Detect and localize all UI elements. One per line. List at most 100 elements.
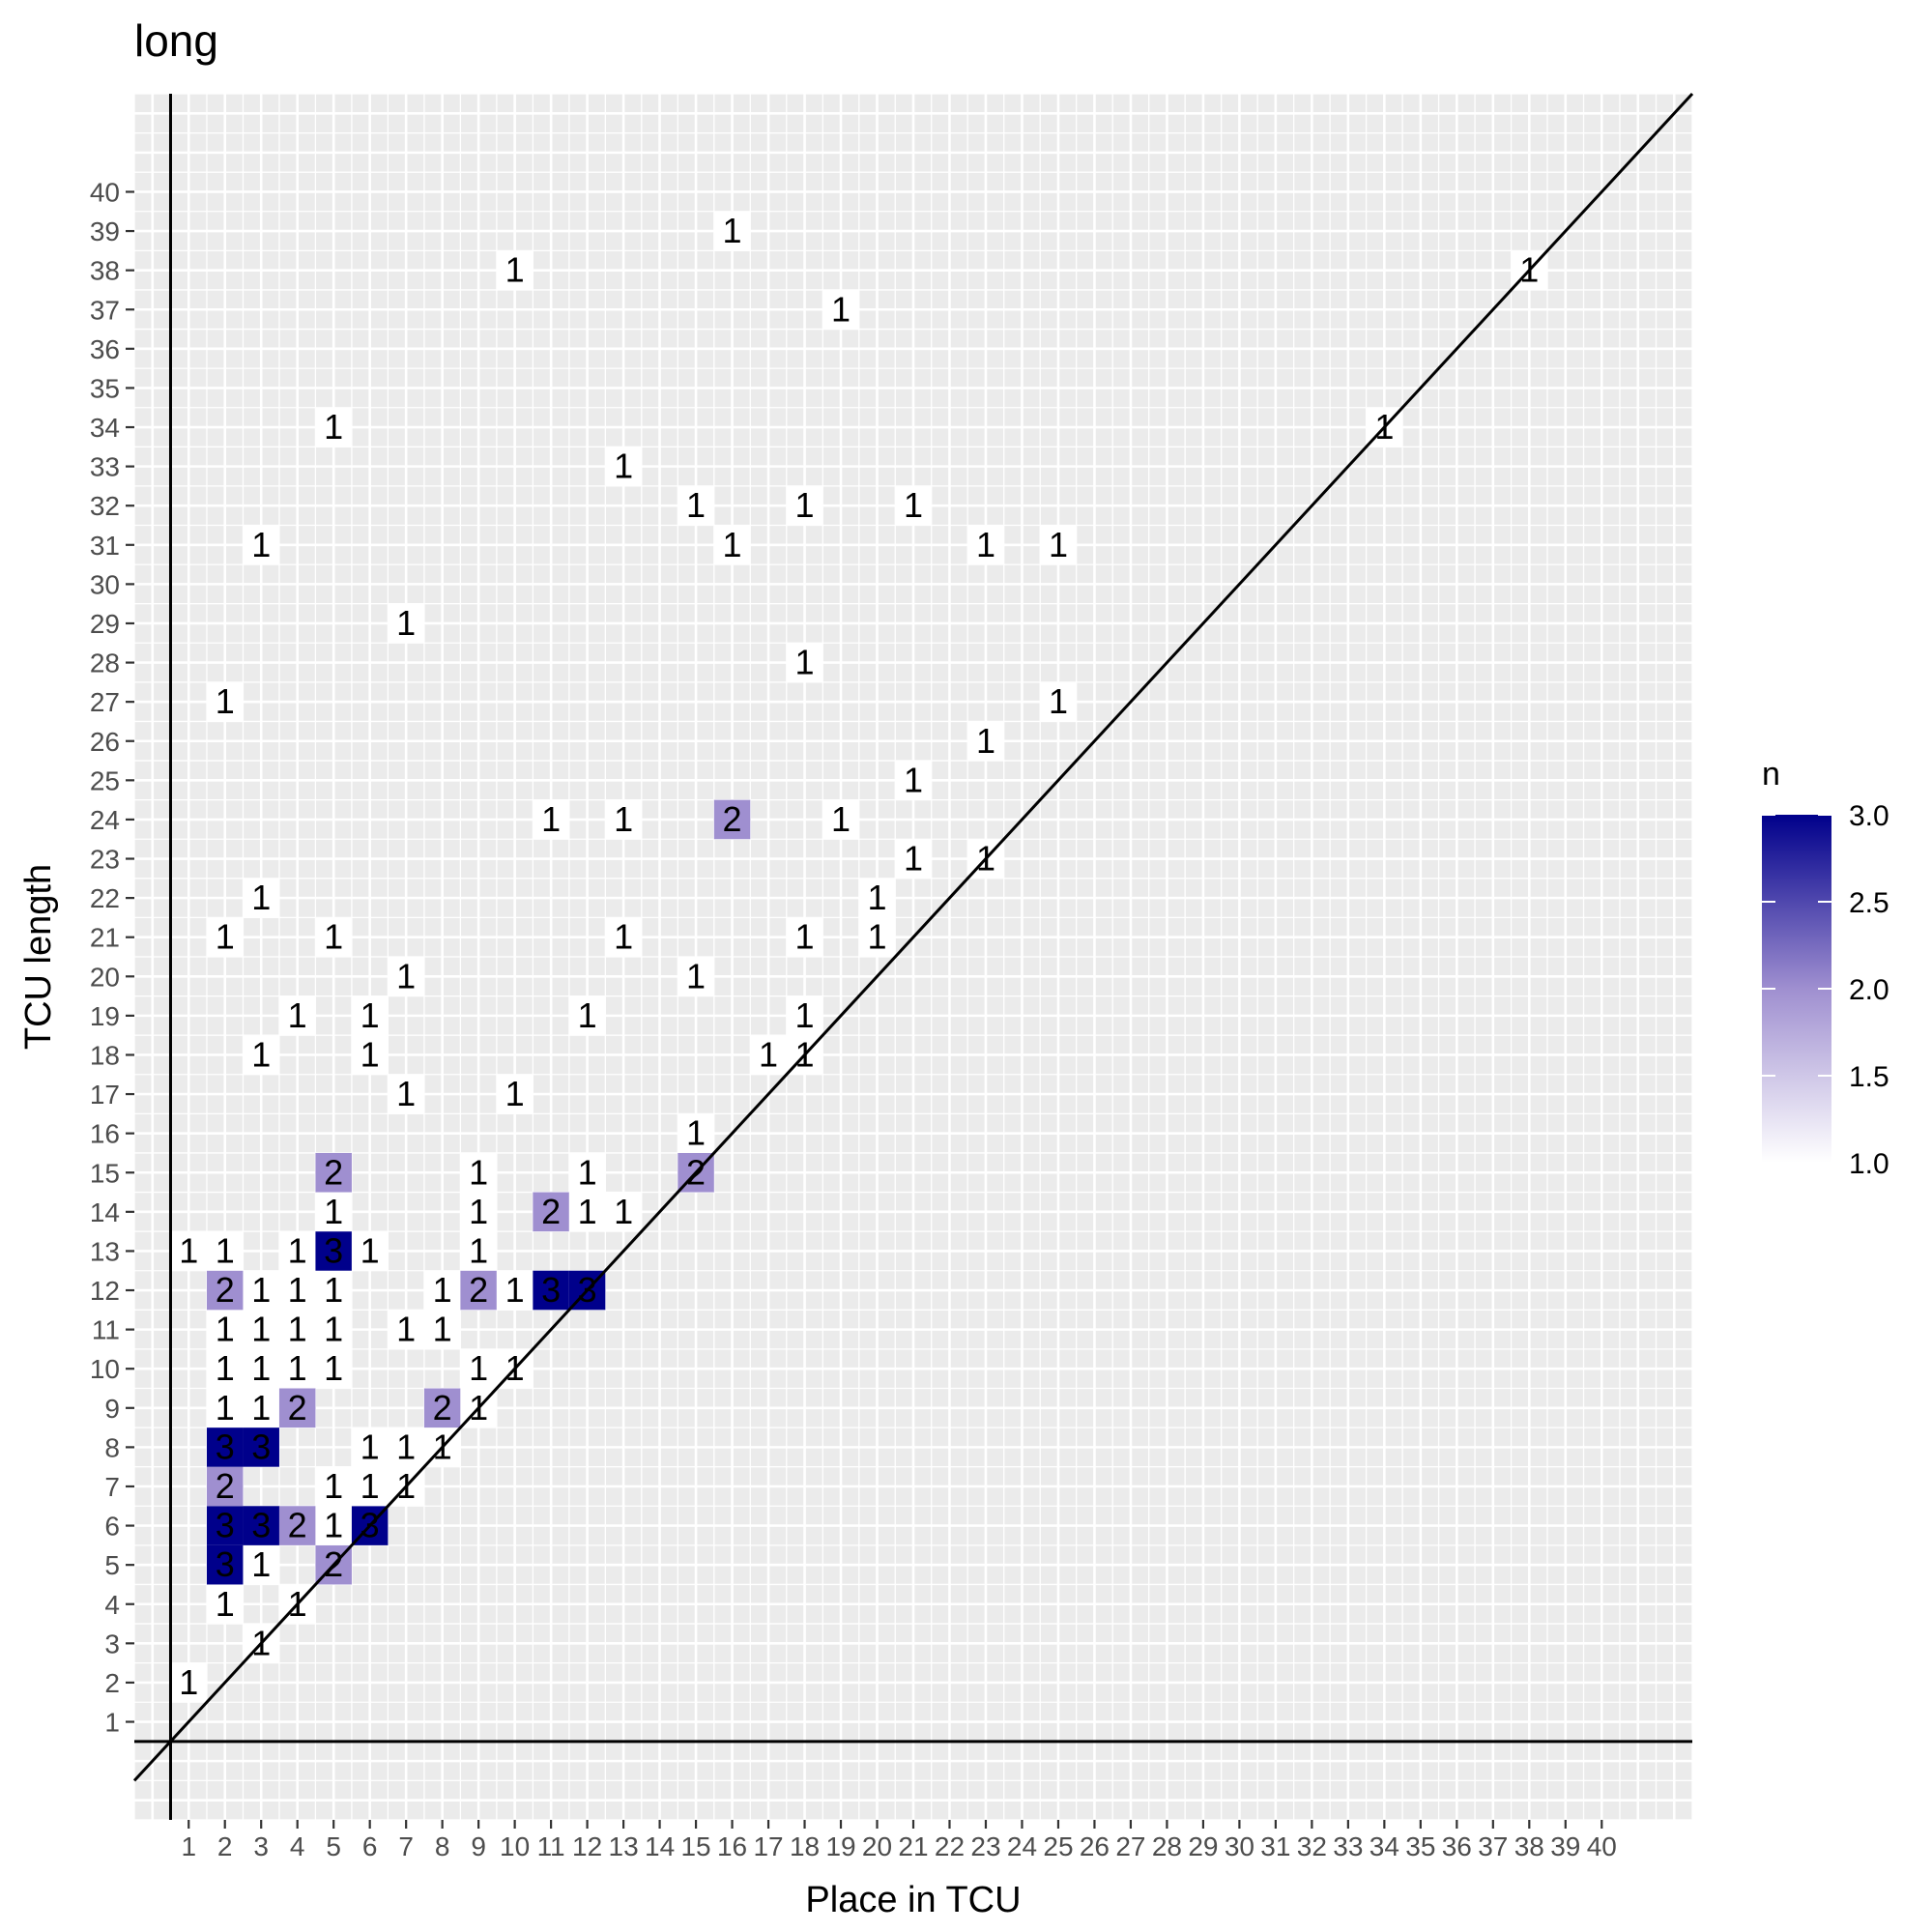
heatmap-tile: [315, 1348, 352, 1389]
heatmap-tile: [895, 839, 932, 879]
y-tick-label: 1: [104, 1708, 120, 1738]
heatmap-tile: [315, 1506, 352, 1545]
y-tick-label: 9: [104, 1394, 120, 1424]
tile-count-label: 1: [288, 1270, 307, 1310]
heatmap-tile: [243, 1388, 279, 1428]
x-tick-label: 28: [1152, 1831, 1182, 1861]
x-tick-label: 31: [1260, 1831, 1290, 1861]
tile-count-label: 1: [831, 799, 851, 839]
y-tick-label: 2: [104, 1668, 120, 1698]
heatmap-tile: [243, 1310, 279, 1349]
y-tick-label: 28: [90, 649, 120, 678]
heatmap-tile: [206, 1584, 244, 1625]
tile-count-label: 1: [324, 1348, 343, 1388]
y-tick-label: 24: [90, 805, 120, 835]
tile-count-label: 1: [505, 1270, 525, 1310]
heatmap-tile: [278, 1270, 316, 1311]
tile-count-label: 1: [831, 289, 851, 329]
heatmap-tile: [496, 250, 533, 290]
x-tick-label: 1: [181, 1831, 196, 1861]
tile-count-label: 1: [469, 1230, 488, 1270]
x-tick-label: 39: [1550, 1831, 1580, 1861]
tile-count-label: 1: [723, 211, 742, 250]
y-tick-label: 31: [90, 531, 120, 561]
tile-count-label: 1: [324, 1310, 343, 1349]
y-tick-label: 16: [90, 1119, 120, 1149]
tile-count-label: 1: [867, 878, 886, 917]
heatmap-tile: [243, 1544, 279, 1585]
heatmap-tile: [605, 1192, 642, 1232]
legend-tick-label: 2.5: [1849, 887, 1889, 919]
tile-count-label: 2: [216, 1466, 235, 1506]
heatmap-tile: [460, 1152, 497, 1193]
legend: n 1.0 1.5 2.0 2.5 3.0: [1762, 756, 1889, 1180]
heatmap-tile: [351, 995, 389, 1036]
heatmap-tile: [713, 525, 751, 565]
heatmap-tile: [243, 878, 279, 918]
y-tick-label: 32: [90, 491, 120, 521]
tile-count-label: 1: [288, 1310, 307, 1349]
x-tick-label: 10: [500, 1831, 530, 1861]
heatmap-tile: [496, 1074, 533, 1114]
y-tick-label: 15: [90, 1158, 120, 1188]
y-tick-label: 11: [92, 1315, 120, 1345]
y-tick-label: 21: [90, 923, 120, 953]
tile-count-label: 1: [360, 1466, 380, 1506]
heatmap-tile: [206, 1231, 244, 1271]
tile-count-label: 1: [216, 1584, 235, 1624]
y-tick-label: 30: [90, 569, 120, 599]
tile-count-label: 1: [360, 1427, 380, 1466]
heatmap-tile: [206, 1310, 244, 1349]
heatmap-tile: [243, 1348, 279, 1389]
heatmap-tile: [243, 525, 279, 565]
grid-lines: [133, 93, 1693, 1821]
heatmap-tile: [713, 211, 751, 251]
tile-count-label: 1: [686, 956, 706, 995]
tile-count-label: 1: [578, 1192, 597, 1231]
heatmap-tile: [388, 1074, 424, 1114]
tile-count-label: 1: [904, 485, 923, 525]
tile-count-label: 3: [216, 1506, 235, 1545]
x-tick-label: 21: [898, 1831, 928, 1861]
y-tick-label: 26: [90, 727, 120, 757]
tile-count-label: 1: [216, 1388, 235, 1427]
tile-count-label: 1: [1049, 525, 1068, 564]
x-tick-label: 40: [1587, 1831, 1617, 1861]
y-tick-label: 13: [90, 1236, 120, 1266]
heatmap-tile: [351, 1035, 389, 1075]
heatmap-tile: [206, 1544, 244, 1585]
y-tick-label: 17: [90, 1080, 120, 1110]
tile-count-label: 1: [251, 1544, 271, 1584]
x-tick-label: 4: [290, 1831, 305, 1861]
heatmap-tile: [895, 485, 932, 526]
tile-count-label: 1: [396, 603, 416, 643]
tile-count-label: 1: [686, 485, 706, 525]
tile-count-label: 1: [433, 1310, 452, 1349]
cell-labels: 1111312332132111331111122111111111111121…: [179, 211, 1539, 1702]
heatmap-tile: [243, 1035, 279, 1075]
tile-count-label: 1: [396, 1310, 416, 1349]
tile-count-label: 2: [433, 1388, 452, 1427]
heatmap-tile: [605, 447, 642, 486]
heatmap-tile: [278, 1310, 316, 1349]
heatmap-tile: [858, 917, 896, 957]
heatmap-tile: [170, 1662, 207, 1703]
x-tick-label: 6: [362, 1831, 378, 1861]
heatmap-tile: [460, 1231, 497, 1271]
x-tick-label: 2: [217, 1831, 233, 1861]
tile-count-label: 1: [324, 1506, 343, 1545]
heatmap-tile: [315, 1231, 352, 1271]
heatmap-tile: [460, 1192, 497, 1232]
tile-count-label: 3: [541, 1270, 561, 1310]
heatmap-tile: [533, 1192, 569, 1232]
y-tick-label: 34: [90, 413, 120, 443]
heatmap-tile: [315, 1466, 352, 1507]
tile-count-label: 1: [360, 1034, 380, 1074]
heatmap-tile: [533, 799, 569, 840]
tile-count-label: 1: [1049, 681, 1068, 721]
heatmap-tile: [460, 1270, 497, 1311]
heatmap-tile: [351, 1466, 389, 1507]
heatmap-tile: [822, 799, 859, 840]
tile-count-label: 1: [614, 917, 633, 957]
